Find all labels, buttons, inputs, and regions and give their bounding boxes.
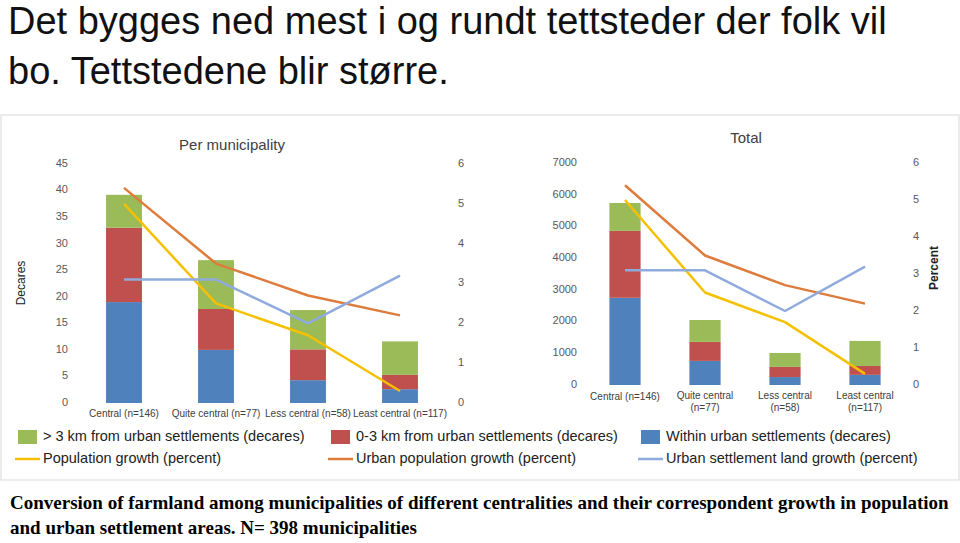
y-tick-label: 35 [56, 210, 68, 222]
legend-label: Urban population growth (percent) [356, 450, 576, 466]
bar: Within urban settlements (decares) [609, 298, 640, 385]
bar: Within urban settlements (decares) [689, 361, 720, 385]
bar: > 3 km from urban settlements (decares) [849, 341, 880, 366]
y2-tick-label: 2 [458, 316, 464, 328]
x-tick-label-line: Less central [758, 390, 812, 401]
y2-tick-label: 0 [458, 396, 464, 408]
y-tick-label: 25 [56, 263, 68, 275]
x-tick-label: Least central(n=117) [836, 390, 893, 413]
x-tick-label-line: (n=58) [770, 402, 799, 413]
y-tick-label: 5 [62, 369, 68, 381]
y2-tick-label: 5 [913, 193, 919, 205]
legend-swatch [331, 430, 350, 444]
bar [290, 380, 326, 403]
y2-tick-label: 3 [458, 276, 464, 288]
x-tick-label: Central (n=146) [590, 391, 660, 402]
x-tick-label: Less central (n=58) [265, 408, 351, 419]
bar: > 3 km from urban settlements (decares) [609, 203, 640, 231]
y2-tick-label: 4 [458, 237, 464, 249]
chart-title: Total [730, 129, 762, 146]
bar: 0-3 km from urban settlements (decares) [609, 231, 640, 298]
y-tick-label: 40 [56, 183, 68, 195]
y-tick-label: 2000 [553, 314, 577, 326]
line [124, 276, 400, 324]
legend-label: Population growth (percent) [43, 450, 221, 466]
bar: > 3 km from urban settlements (decares) [769, 353, 800, 367]
bar: Within urban settlements (decares) [769, 377, 800, 385]
y2-tick-label: 6 [458, 157, 464, 169]
y-axis-label: Decares [14, 261, 28, 306]
bar: > 3 km from urban settlements (decares) [689, 320, 720, 342]
y2-axis-label: Percent [927, 246, 941, 290]
y-tick-label: 1000 [553, 346, 577, 358]
y2-tick-label: 4 [913, 230, 919, 242]
legend: > 3 km from urban settlements (decares) 0… [15, 428, 917, 466]
legend-label: Within urban settlements (decares) [666, 428, 891, 444]
y2-tick-label: 5 [458, 197, 464, 209]
bar [198, 350, 234, 403]
chart-1: Total 0 1000 2000 3000 4000 5000 6000 7000 0 1 2 3 4 5… [553, 129, 942, 413]
x-tick-label-line: (n=77) [690, 402, 719, 413]
y2-tick-label: 1 [458, 356, 464, 368]
y-tick-label: 7000 [553, 156, 577, 168]
x-tick-label: Less central(n=58) [758, 390, 812, 413]
y2-tick-label: 6 [913, 156, 919, 168]
x-tick-label: Quite central(n=77) [677, 390, 734, 413]
bar: 0-3 km from urban settlements (decares) [689, 342, 720, 361]
y-tick-label: 4000 [553, 251, 577, 263]
legend-label: 0-3 km from urban settlements (decares) [356, 428, 618, 444]
line: Population growth (percent) [625, 200, 865, 374]
bar: Within urban settlements (decares) [849, 375, 880, 385]
x-tick-label: Least central (n=117) [353, 408, 447, 419]
y-tick-label: 5000 [553, 219, 577, 231]
chart-canvas: Per municipality051015202530354045012345… [0, 0, 960, 543]
y-tick-label: 45 [56, 157, 68, 169]
bar [106, 228, 142, 302]
y-tick-label: 0 [571, 378, 577, 390]
y-tick-label: 6000 [553, 188, 577, 200]
line: Urban settlement land growth (percent) [625, 267, 865, 311]
legend-swatch [328, 458, 353, 461]
chart-0: Per municipality051015202530354045012345… [14, 136, 464, 419]
legend-swatch [15, 458, 40, 461]
y2-tick-label: 2 [913, 304, 919, 316]
chart-frame [1, 115, 959, 480]
legend-label: > 3 km from urban settlements (decares) [43, 428, 305, 444]
bar [382, 341, 418, 374]
y2-tick-label: 3 [913, 267, 919, 279]
legend-swatch [18, 430, 37, 444]
heading: Det bygges ned mest i og rundt tettstede… [8, 0, 908, 96]
y-tick-label: 0 [62, 396, 68, 408]
y-tick-label: 30 [56, 237, 68, 249]
bar: 0-3 km from urban settlements (decares) [769, 367, 800, 377]
x-tick-label-line: (n=117) [848, 402, 882, 413]
bar [382, 389, 418, 403]
x-tick-label-line: Quite central [677, 390, 734, 401]
plot-marks: Within urban settlements (decares) Within… [609, 185, 880, 385]
legend-label: Urban settlement land growth (percent) [666, 450, 917, 466]
bar [198, 309, 234, 350]
y-tick-label: 20 [56, 290, 68, 302]
x-tick-label-line: Least central [836, 390, 893, 401]
line [124, 204, 400, 391]
legend-swatch [638, 458, 663, 461]
y-tick-label: 3000 [553, 283, 577, 295]
y2-tick-label: 0 [913, 378, 919, 390]
caption: Conversion of farmland among municipalit… [10, 490, 955, 540]
x-tick-label: Central (n=146) [89, 408, 159, 419]
y-tick-label: 15 [56, 316, 68, 328]
bar [106, 302, 142, 403]
x-tick-label: Quite central (n=77) [172, 408, 261, 419]
y-tick-label: 10 [56, 343, 68, 355]
legend-swatch [641, 430, 660, 444]
bar [290, 349, 326, 380]
y2-tick-label: 1 [913, 341, 919, 353]
plot-marks [106, 188, 418, 403]
chart-title: Per municipality [179, 136, 285, 153]
